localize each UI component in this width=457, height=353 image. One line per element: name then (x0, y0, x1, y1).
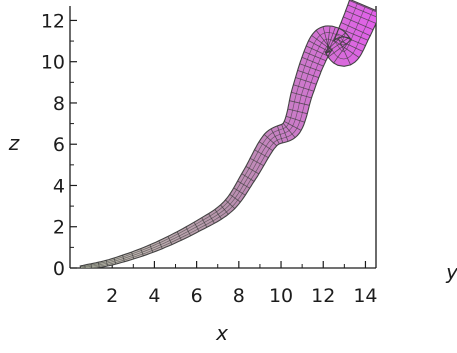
tube-mesh-ring (193, 222, 200, 232)
tube-mesh-ring (113, 257, 117, 265)
z-tick-label: 10 (41, 52, 65, 74)
tube-mesh-ring (90, 263, 93, 268)
tube-mesh-ring (167, 236, 173, 245)
tube-mesh-ring (349, 0, 376, 13)
z-tick-label: 2 (53, 217, 65, 239)
tube-mesh-ring (340, 22, 371, 37)
x-tick-label: 10 (269, 285, 293, 307)
tube-mesh-ring (306, 45, 329, 57)
tube-mesh-ring (208, 213, 215, 224)
tube-mesh-ring (299, 63, 322, 72)
tube-mesh-ring (105, 260, 108, 267)
x-tick-label: 14 (353, 285, 377, 307)
tube-mesh-ring (297, 70, 319, 78)
z-axis-label: z (8, 131, 20, 155)
z-tick-label: 4 (53, 175, 65, 197)
z-tick-label: 0 (53, 258, 65, 280)
tube-mesh-ring (285, 115, 305, 123)
tube-mesh-ring (158, 240, 163, 249)
tube-mesh-ring (237, 180, 250, 189)
tube-mesh-ring (338, 27, 369, 41)
tube-mesh-ring (214, 209, 222, 220)
tube-mesh-ring (149, 244, 154, 253)
tube-mesh-ring (270, 128, 280, 145)
tube-mesh-ring (277, 125, 284, 144)
z-tick-label: 8 (53, 93, 65, 115)
tube-mesh-ring (334, 38, 363, 52)
tube-mesh-ring (97, 262, 100, 268)
x-axis-label: x (215, 321, 228, 345)
tube-mesh-ring (131, 251, 135, 260)
tube-mesh-ring (336, 33, 366, 46)
tube-mesh-ring (326, 28, 340, 54)
tube-mesh-ring (333, 38, 351, 64)
x-tick-label: 4 (148, 285, 160, 307)
tube-mesh-ring (287, 108, 308, 115)
x-tick-label: 6 (191, 285, 203, 307)
tube-mesh-ring (185, 226, 191, 236)
tube-mesh-longitude (80, 5, 366, 268)
tube-mesh-ring (325, 26, 336, 53)
tube-mesh-ring (345, 10, 376, 24)
z-tick-label: 12 (41, 10, 65, 32)
tube-mesh-ring (241, 173, 255, 182)
labels-layer: 0 2 4 6 8 10 12 2 4 6 8 10 12 14 (41, 10, 378, 307)
x-tick-label: 2 (106, 285, 118, 307)
tube-mesh-ring (254, 149, 269, 159)
tube-mesh-ring (333, 40, 360, 58)
x-tick-label: 8 (233, 285, 245, 307)
tube-mesh-ring (284, 121, 302, 131)
tube-mesh-ring (229, 193, 241, 203)
axes-layer (69, 6, 377, 269)
tube-mesh-ring (201, 217, 208, 228)
tube-mesh-ring (245, 166, 260, 175)
tube-mesh-ring (263, 134, 277, 147)
tube-mesh-ring (122, 255, 125, 262)
tube-mesh-ring (325, 36, 350, 54)
tube-mesh-ring (249, 157, 264, 167)
tube-mesh-ring (291, 91, 312, 99)
tube-mesh-ring (220, 204, 229, 215)
tube-mesh-ring (289, 100, 310, 106)
tube-layer (79, 0, 376, 268)
tube-mesh-ring (233, 187, 246, 196)
tube-mesh-ring (176, 231, 182, 241)
tube-mesh-ring (315, 30, 333, 51)
tube-mesh-ring (84, 264, 86, 268)
tube-mesh-ring (295, 77, 317, 85)
tube-mesh-ring (281, 124, 289, 142)
tube-mesh-ring (303, 51, 327, 62)
tube-mesh-ring (343, 16, 374, 31)
tube-mesh-ring (293, 84, 315, 92)
tube-mesh-longitude (84, 9, 374, 268)
tube-mesh-ring (337, 37, 351, 66)
y-axis-label: y (445, 260, 457, 284)
tube-mesh-ring (322, 26, 330, 53)
tube-mesh-ring (301, 56, 324, 67)
tube-mesh-ring (225, 199, 236, 209)
z-tick-label: 6 (53, 134, 65, 156)
tube-surface (79, 0, 376, 268)
tube-mesh-ring (258, 141, 274, 152)
tube-mesh-ring (282, 123, 296, 138)
x-tick-label: 12 (311, 285, 335, 307)
tube-mesh-ring (140, 248, 144, 256)
tube-mesh-ring (347, 4, 376, 18)
